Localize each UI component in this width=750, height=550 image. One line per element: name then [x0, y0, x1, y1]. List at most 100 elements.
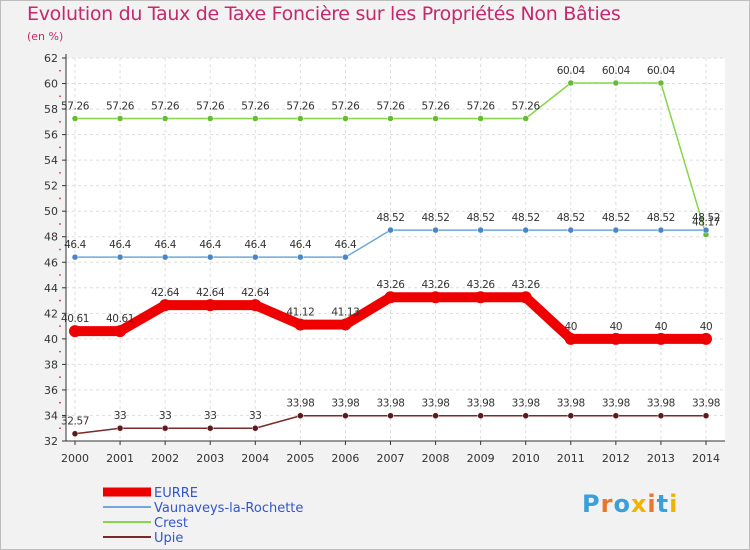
data-label: 42.64 — [196, 287, 225, 299]
data-point — [69, 325, 81, 338]
data-label: 48.52 — [557, 212, 585, 224]
data-label: 33 — [249, 410, 262, 422]
y-minor-tick — [59, 248, 61, 251]
data-label: 33.98 — [467, 398, 495, 410]
y-minor-tick — [59, 95, 61, 98]
data-point — [206, 424, 214, 432]
data-point — [387, 115, 394, 122]
data-label: 48.52 — [692, 212, 720, 224]
y-tick-label: 48 — [44, 231, 58, 244]
legend-label-crest: Crest — [154, 516, 188, 531]
data-label: 42.64 — [241, 287, 270, 299]
y-minor-tick — [59, 146, 61, 149]
y-tick-label: 38 — [44, 358, 58, 371]
y-tick-label: 42 — [44, 307, 58, 320]
y-tick-label: 32 — [44, 435, 58, 448]
logo-letter: t — [656, 490, 670, 518]
data-point — [387, 226, 394, 234]
data-point — [71, 115, 79, 122]
data-point — [161, 115, 169, 122]
data-label: 48.52 — [512, 212, 540, 224]
data-label: 57.26 — [512, 101, 541, 113]
logo-letter: r — [600, 490, 614, 518]
x-tick-label: 2000 — [61, 452, 89, 465]
legend-label-upie: Upie — [154, 531, 183, 546]
data-label: 57.26 — [286, 101, 315, 113]
y-tick-label: 56 — [44, 129, 58, 142]
data-point — [702, 226, 710, 234]
data-label: 46.4 — [289, 239, 311, 251]
data-point — [297, 115, 304, 122]
data-point — [342, 253, 349, 261]
logo-letter: o — [613, 490, 631, 518]
y-minor-tick — [59, 274, 61, 276]
data-label: 33.98 — [602, 398, 630, 410]
data-point — [252, 115, 259, 122]
data-label: 57.26 — [422, 101, 451, 113]
x-tick-label: 2004 — [241, 452, 269, 465]
data-point — [114, 325, 127, 338]
x-tick-label: 2006 — [331, 452, 359, 465]
data-label: 46.4 — [335, 239, 357, 251]
x-tick-label: 2014 — [692, 452, 720, 465]
data-label: 57.26 — [151, 101, 180, 113]
y-minor-tick — [59, 427, 61, 430]
y-minor-tick — [59, 120, 61, 123]
data-point — [432, 412, 439, 419]
data-point — [342, 412, 349, 419]
y-tick-label: 36 — [44, 384, 58, 397]
data-point — [342, 115, 349, 122]
data-label: 57.26 — [241, 101, 270, 113]
data-point — [161, 424, 169, 432]
data-label: 43.26 — [512, 279, 541, 291]
data-point — [429, 291, 442, 304]
proxiti-logo: Proxiti — [582, 490, 678, 518]
y-minor-tick — [59, 69, 61, 72]
data-point — [657, 79, 665, 87]
data-point — [522, 226, 529, 234]
data-label: 48.52 — [602, 212, 630, 224]
data-label: 33.98 — [512, 398, 540, 410]
y-minor-tick — [59, 299, 61, 302]
legend-label-eurre: EURRE — [154, 486, 198, 501]
data-point — [519, 291, 532, 304]
data-label: 57.26 — [331, 101, 360, 113]
data-label: 46.4 — [199, 239, 221, 251]
data-point — [477, 412, 484, 419]
y-tick-label: 62 — [44, 52, 58, 65]
data-label: 48.52 — [376, 212, 404, 224]
data-label: 33.98 — [557, 398, 585, 410]
x-tick-label: 2010 — [512, 452, 540, 465]
data-label: 33.98 — [286, 398, 314, 410]
data-label: 57.26 — [376, 101, 405, 113]
data-point — [206, 253, 214, 261]
data-point — [567, 412, 575, 419]
data-label: 33 — [159, 410, 172, 422]
data-label: 40.61 — [61, 313, 89, 325]
data-point — [206, 115, 214, 122]
data-point — [612, 226, 620, 234]
series-crest: 57.26 57.26 57.26 57.26 57.26 57.26 57.26 57.26… — [61, 65, 720, 238]
chart-title: Evolution du Taux de Taxe Foncière sur l… — [27, 3, 621, 25]
legend-label-vaunaveys-la-rochette: Vaunaveys-la-Rochette — [154, 501, 303, 516]
data-point — [654, 332, 667, 345]
logo-letter: i — [647, 490, 657, 518]
x-tick-label: 2009 — [467, 452, 495, 465]
data-point — [477, 115, 484, 122]
data-label: 33.98 — [376, 398, 404, 410]
y-minor-tick — [59, 325, 61, 327]
data-label: 57.26 — [467, 101, 496, 113]
data-label: 42.64 — [151, 287, 180, 299]
data-label: 57.26 — [106, 101, 135, 113]
data-label: 60.04 — [602, 65, 631, 77]
data-point — [252, 253, 259, 261]
data-label: 33 — [204, 410, 217, 422]
logo-letter: x — [630, 490, 648, 518]
y-tick-label: 40 — [44, 333, 58, 346]
data-label: 46.4 — [154, 239, 176, 251]
logo-letter: P — [582, 490, 601, 518]
data-point — [252, 424, 259, 432]
data-point — [384, 291, 397, 304]
data-point — [564, 332, 577, 345]
y-minor-tick — [59, 376, 61, 379]
